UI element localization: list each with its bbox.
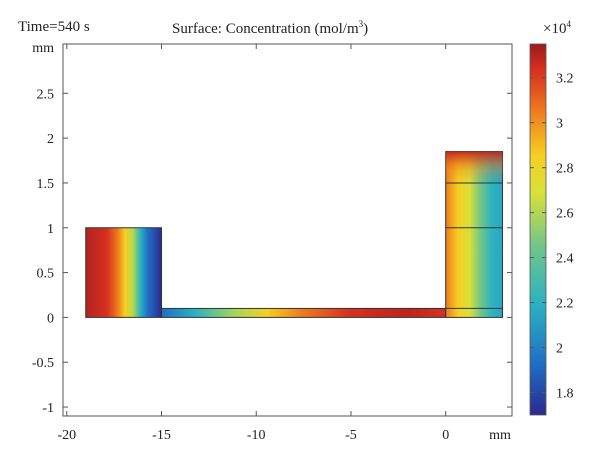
y-tick-label-6: 2 bbox=[47, 132, 54, 147]
y-tick-label-7: 2.5 bbox=[37, 87, 55, 102]
colorbar-tick-label-5: 2.8 bbox=[556, 162, 574, 177]
y-tick-label-5: 1.5 bbox=[37, 177, 55, 192]
plot-title-suffix: ) bbox=[363, 21, 369, 37]
colorbar-tick-label-0: 1.8 bbox=[556, 387, 574, 402]
x-tick-label-0: -20 bbox=[57, 428, 76, 443]
y-tick-label-1: -0.5 bbox=[32, 356, 54, 371]
colorbar-multiplier-base: ×10 bbox=[543, 21, 567, 37]
x-tick-label-4: 0 bbox=[442, 428, 449, 443]
x-unit-label: mm bbox=[489, 428, 511, 443]
x-tick-label-2: -10 bbox=[247, 428, 266, 443]
colorbar-tick-label-1: 2 bbox=[556, 342, 563, 357]
colorbar-multiplier: ×104 bbox=[543, 20, 571, 37]
time-label: Time=540 s bbox=[18, 19, 90, 35]
y-tick-label-0: -1 bbox=[42, 401, 54, 416]
right-column-top-region bbox=[445, 151, 503, 183]
y-unit-label: mm bbox=[32, 41, 54, 56]
left-block-region bbox=[85, 227, 163, 318]
channel-region bbox=[161, 307, 447, 318]
y-tick-label-3: 0.5 bbox=[37, 267, 55, 282]
colorbar bbox=[529, 43, 547, 416]
colorbar-tick-label-7: 3.2 bbox=[556, 72, 574, 87]
colorbar-tick-label-3: 2.4 bbox=[556, 252, 574, 267]
y-tick-label-4: 1 bbox=[47, 222, 54, 237]
x-tick-label-3: -5 bbox=[345, 428, 357, 443]
x-tick-label-1: -15 bbox=[152, 428, 171, 443]
plot-title-prefix: Surface: Concentration (mol/m bbox=[172, 21, 359, 37]
y-tick-label-2: 0 bbox=[47, 311, 54, 326]
colorbar-tick-label-6: 3 bbox=[556, 117, 563, 132]
colorbar-tick-label-4: 2.6 bbox=[556, 207, 574, 222]
plot-title: Surface: Concentration (mol/m3) bbox=[172, 20, 368, 37]
colorbar-multiplier-exponent: 4 bbox=[566, 19, 571, 29]
plot-title-superscript: 3 bbox=[358, 19, 364, 29]
colorbar-tick-label-2: 2.2 bbox=[556, 297, 574, 312]
